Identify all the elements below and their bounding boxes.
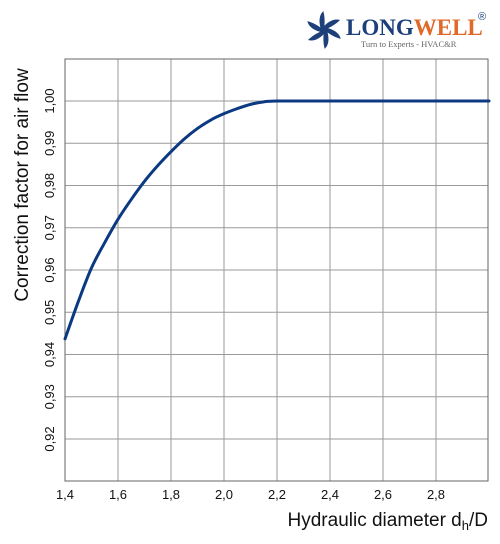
y-tick-label: 0,95: [42, 300, 57, 325]
x-axis-label-tail: /D: [469, 510, 488, 531]
x-tick-label: 1,6: [109, 487, 127, 502]
plot-frame: [64, 58, 489, 482]
y-tick-label: 0,99: [42, 131, 57, 156]
y-tick-label: 0,97: [42, 215, 57, 240]
y-tick-label: 0,93: [42, 384, 57, 409]
y-tick-label: 0,92: [42, 426, 57, 451]
logo-registered-mark: ®: [478, 11, 486, 23]
logo-name-part2: WELL: [414, 15, 483, 40]
y-tick-labels: 0,92 0,93 0,94 0,95 0,96 0,97 0,98 0,99 1,00: [42, 88, 57, 451]
x-tick-label: 1,8: [162, 487, 180, 502]
y-tick-label: 1,00: [42, 88, 57, 113]
series-line: [63, 99, 491, 341]
y-tick-label: 0,96: [42, 257, 57, 282]
logo-name-part1: LONG: [346, 15, 414, 40]
y-tick-label: 0,94: [42, 342, 57, 367]
y-tick-label: 0,98: [42, 173, 57, 198]
svg-text:LONGWELL: LONGWELL: [346, 15, 483, 40]
x-tick-label: 1,4: [56, 487, 74, 502]
fan-icon: [307, 11, 341, 49]
x-tick-label: 2,6: [374, 487, 392, 502]
x-axis-label-sub: h: [462, 518, 469, 533]
x-tick-label: 2,2: [268, 487, 286, 502]
x-tick-label: 2,8: [427, 487, 445, 502]
y-axis-label: Correction factor for air flow: [12, 68, 33, 302]
x-tick-labels: 1,4 1,6 1,8 2,0 2,2 2,4 2,6 2,8: [56, 487, 445, 502]
x-tick-label: 2,0: [215, 487, 233, 502]
x-tick-label: 2,4: [321, 487, 339, 502]
logo-tagline: Turn to Experts - HVAC&R: [361, 39, 457, 49]
x-axis-label-main: Hydraulic diameter d: [288, 510, 462, 531]
brand-logo: LONGWELL ® Turn to Experts - HVAC&R: [307, 11, 486, 49]
x-axis-label: Hydraulic diameter dh/D: [288, 510, 488, 533]
grid-lines: [65, 59, 488, 481]
